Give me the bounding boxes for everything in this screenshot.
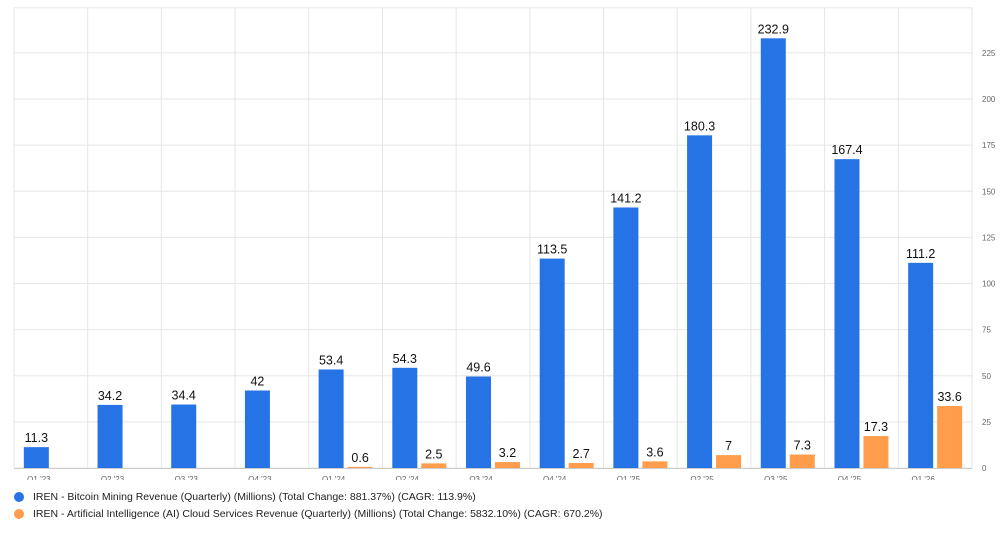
data-label-bitcoin-mining: 42 [250,375,264,389]
gridlines [13,7,973,469]
data-label-bitcoin-mining: 141.2 [610,191,641,205]
y-tick-label: 75 [982,326,991,335]
bar-ai-cloud[interactable] [568,463,594,468]
y-tick-label: 50 [982,372,991,381]
bar-bitcoin-mining[interactable] [23,447,49,468]
data-label-ai-cloud: 2.7 [572,447,589,461]
bar-bitcoin-mining[interactable] [687,135,713,468]
y-tick-label: 0 [982,464,987,473]
y-tick-label: 150 [982,187,996,196]
data-label-ai-cloud: 7 [725,439,732,453]
x-tick-label: Q1 '26 [911,475,935,480]
bar-bitcoin-mining[interactable] [97,404,123,468]
bar-bitcoin-mining[interactable] [171,404,197,468]
bar-ai-cloud[interactable] [863,436,889,468]
bar-ai-cloud[interactable] [347,466,373,468]
legend-item-bitcoin-mining[interactable]: IREN - Bitcoin Mining Revenue (Quarterly… [14,488,994,505]
bar-ai-cloud[interactable] [789,454,815,468]
y-tick-label: 200 [982,95,996,104]
data-label-bitcoin-mining: 34.2 [98,389,122,403]
y-tick-label: 175 [982,141,996,150]
y-tick-label: 225 [982,49,996,58]
bar-bitcoin-mining[interactable] [244,390,270,468]
legend-swatch-bitcoin-mining [14,491,24,502]
bar-chart: 0 25 50 75 100 125 150 175 200 225 11.3 Q1 '23 34.2 Q… [13,7,996,484]
data-label-bitcoin-mining: 11.3 [25,431,48,445]
legend-label-ai-cloud: IREN - Artificial Intelligence (AI) Clou… [33,507,603,520]
bar-bitcoin-mining[interactable] [392,367,418,468]
bar-bitcoin-mining[interactable] [539,258,565,468]
data-label-ai-cloud: 7.3 [794,439,811,453]
x-tick-label: Q3 '23 [175,475,199,480]
data-label-bitcoin-mining: 111.2 [906,247,935,261]
x-tick-label: Q2 '25 [690,475,714,480]
data-label-ai-cloud: 3.6 [646,445,663,459]
data-label-bitcoin-mining: 113.5 [537,243,567,257]
bar-ai-cloud[interactable] [421,463,447,468]
y-tick-label: 100 [982,280,996,289]
x-tick-label: Q4 '25 [838,475,862,480]
data-label-bitcoin-mining: 34.4 [172,389,196,403]
bar-ai-cloud[interactable] [937,406,963,468]
bar-bitcoin-mining[interactable] [318,369,344,468]
data-label-bitcoin-mining: 54.3 [393,352,417,366]
data-label-bitcoin-mining: 53.4 [319,353,343,367]
y-tick-label: 25 [982,418,991,427]
bar-ai-cloud[interactable] [642,461,668,468]
x-tick-label: Q1 '25 [617,475,641,480]
data-label-bitcoin-mining: 232.9 [758,22,789,36]
x-tick-label: Q2 '24 [396,475,420,480]
bar-bitcoin-mining[interactable] [908,262,934,468]
y-tick-label: 125 [982,233,996,242]
data-label-ai-cloud: 2.5 [425,447,442,461]
data-label-bitcoin-mining: 49.6 [466,360,490,374]
legend: IREN - Bitcoin Mining Revenue (Quarterly… [14,488,994,522]
bar-ai-cloud[interactable] [495,462,520,468]
legend-swatch-ai-cloud [14,508,24,519]
data-label-ai-cloud: 17.3 [864,420,888,434]
bar-ai-cloud[interactable] [716,455,742,468]
data-label-ai-cloud: 0.6 [351,451,368,465]
x-tick-label: Q1 '23 [27,475,51,480]
legend-label-bitcoin-mining: IREN - Bitcoin Mining Revenue (Quarterly… [33,490,476,503]
bar-bitcoin-mining[interactable] [760,38,786,468]
data-label-ai-cloud: 3.2 [499,446,516,460]
data-label-bitcoin-mining: 180.3 [684,119,715,133]
x-tick-label: Q4 '23 [248,475,272,480]
data-label-ai-cloud: 33.6 [937,390,961,404]
x-tick-label: Q1 '24 [322,475,346,480]
bar-bitcoin-mining[interactable] [613,207,639,468]
data-label-bitcoin-mining: 167.4 [831,143,862,157]
x-tick-label: Q3 '24 [469,475,493,480]
x-tick-label: Q3 '25 [764,475,788,480]
bar-bitcoin-mining[interactable] [834,159,860,468]
bar-bitcoin-mining[interactable] [466,376,491,468]
x-tick-label: Q2 '23 [101,475,125,480]
x-tick-label: Q4 '24 [543,475,567,480]
legend-item-ai-cloud[interactable]: IREN - Artificial Intelligence (AI) Clou… [14,505,994,522]
